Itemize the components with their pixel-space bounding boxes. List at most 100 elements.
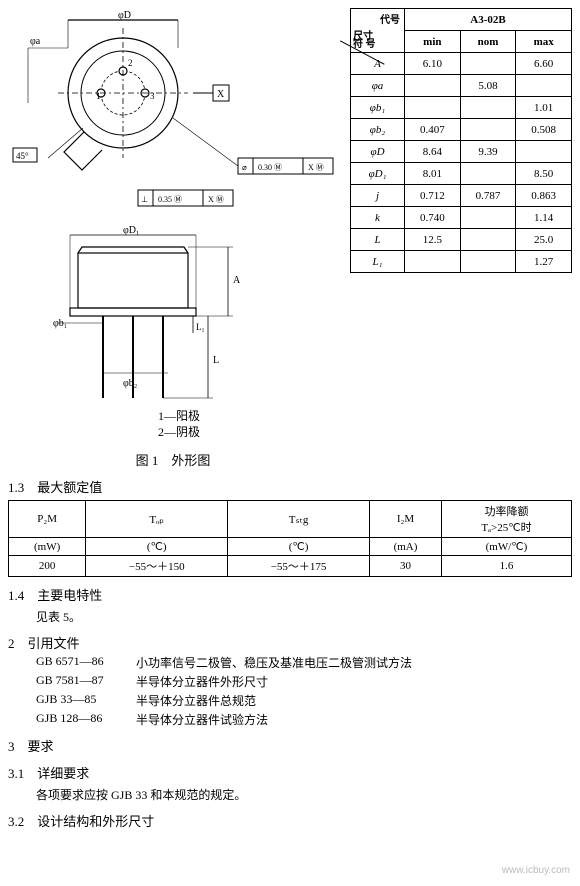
table-cell — [516, 75, 572, 97]
rating-table: P₂MTₒₚTₛₜgI₂M功率降额 Tₐ>25℃时 (mW)(℃)(℃)(mA)… — [8, 500, 572, 577]
label-phiD: φD — [118, 10, 131, 21]
table-row: φa5.08 — [351, 75, 572, 97]
table-cell — [405, 75, 461, 97]
table-cell — [460, 207, 516, 229]
reference-title: 半导体分立器件外形尺寸 — [136, 673, 268, 690]
rating-cell: 30 — [370, 556, 442, 577]
legend-2: 2—阴极 — [158, 425, 200, 439]
section-3-1: 3.1 详细要求 — [8, 763, 572, 782]
table-cell: 9.39 — [460, 141, 516, 163]
table-cell — [405, 97, 461, 119]
reference-title: 半导体分立器件试验方法 — [136, 711, 268, 728]
table-row: L12.5 25.0 — [351, 229, 572, 251]
table-cell: φD — [351, 141, 405, 163]
rating-unit: (mA) — [370, 538, 442, 556]
table-cell: 6.10 — [405, 53, 461, 75]
dim-partno: A3-02B — [405, 9, 572, 31]
table-cell: 8.50 — [516, 163, 572, 185]
rating-header: 功率降额 Tₐ>25℃时 — [441, 501, 571, 538]
label-pin3: 3 — [150, 91, 155, 101]
table-cell: 12.5 — [405, 229, 461, 251]
table-row: j0.7120.7870.863 — [351, 185, 572, 207]
table-cell: j — [351, 185, 405, 207]
table-cell: 0.508 — [516, 119, 572, 141]
table-row: φD₁8.01 8.50 — [351, 163, 572, 185]
table-cell: k — [351, 207, 405, 229]
label-pin2: 2 — [128, 58, 133, 68]
reference-code: GJB 128—86 — [36, 711, 136, 728]
table-cell: 8.01 — [405, 163, 461, 185]
section-3-1-body: 各项要求应按 GJB 33 和本规范的规定。 — [36, 786, 572, 803]
svg-text:0.35 Ⓜ: 0.35 Ⓜ — [158, 195, 182, 204]
dim-col-min: min — [405, 31, 461, 53]
table-cell: φb₂ — [351, 119, 405, 141]
svg-text:X Ⓜ: X Ⓜ — [208, 195, 224, 204]
dimension-table: 代号 尺寸 符 号 A3-02B min nom max A6.106.60φa… — [350, 8, 572, 273]
legend-1: 1—阳极 — [158, 409, 200, 423]
label-A: A — [233, 275, 241, 286]
label-datumX: X — [217, 89, 225, 100]
rating-unit: (mW/℃) — [441, 538, 571, 556]
references-list: GB 6571—86小功率信号二极管、稳压及基准电压二极管测试方法GB 7581… — [36, 654, 572, 728]
table-cell: L — [351, 229, 405, 251]
table-cell: 1.14 — [516, 207, 572, 229]
reference-code: GB 6571—86 — [36, 654, 136, 671]
table-row: φb₁1.01 — [351, 97, 572, 119]
label-pin1: 1 — [96, 91, 101, 101]
section-2: 2 引用文件 — [8, 633, 572, 652]
table-row: L₁ 1.27 — [351, 251, 572, 273]
section-1-4: 1.4 主要电特性 — [8, 585, 572, 604]
table-cell: 8.64 — [405, 141, 461, 163]
reference-title: 半导体分立器件总规范 — [136, 692, 256, 709]
label-tol1: ⌀ — [242, 163, 247, 172]
table-cell: 25.0 — [516, 229, 572, 251]
table-row: k0.740 1.14 — [351, 207, 572, 229]
table-cell — [460, 97, 516, 119]
table-cell: 0.407 — [405, 119, 461, 141]
rating-header: P₂M — [9, 501, 86, 538]
table-row: φD8.649.39 — [351, 141, 572, 163]
table-cell: φD₁ — [351, 163, 405, 185]
dim-col-nom: nom — [460, 31, 516, 53]
diagram-svg: φD φa 1 2 3 45° X ⌀ 0.30 Ⓜ — [8, 8, 338, 448]
label-phib1: φb₁ — [53, 318, 67, 329]
section-3: 3 要求 — [8, 736, 572, 755]
reference-code: GJB 33—85 — [36, 692, 136, 709]
table-cell — [460, 163, 516, 185]
rating-cell: −55～＋150 — [86, 556, 228, 577]
label-phia: φa — [30, 36, 41, 47]
watermark: www.icbuy.com — [502, 865, 570, 876]
dim-col-max: max — [516, 31, 572, 53]
reference-row: GB 7581—87半导体分立器件外形尺寸 — [36, 673, 572, 690]
svg-text:0.30 Ⓜ: 0.30 Ⓜ — [258, 163, 282, 172]
table-cell: 0.787 — [460, 185, 516, 207]
figure-caption: 图 1 外形图 — [8, 450, 338, 469]
section-1-4-body: 见表 5。 — [36, 608, 572, 625]
table-cell — [460, 119, 516, 141]
dim-hdr-top: 代号 — [380, 11, 400, 26]
table-cell: 0.740 — [405, 207, 461, 229]
rating-unit: (℃) — [228, 538, 370, 556]
table-cell — [516, 141, 572, 163]
rating-header: Tₛₜg — [228, 501, 370, 538]
table-cell: φb₁ — [351, 97, 405, 119]
rating-cell: −55～＋175 — [228, 556, 370, 577]
table-cell: L₁ — [351, 251, 405, 273]
label-L1: L₁ — [196, 322, 205, 332]
table-cell — [460, 251, 516, 273]
svg-text:X Ⓜ: X Ⓜ — [308, 163, 324, 172]
table-cell — [405, 251, 461, 273]
dim-hdr-sym: 符 号 — [353, 35, 376, 50]
label-phiD1: φD₁ — [123, 225, 139, 236]
label-45deg: 45° — [16, 151, 29, 161]
table-cell: 1.27 — [516, 251, 572, 273]
rating-unit: (mW) — [9, 538, 86, 556]
label-phib2: φb₂ — [123, 378, 137, 389]
table-row: φb₂0.407 0.508 — [351, 119, 572, 141]
rating-header: Tₒₚ — [86, 501, 228, 538]
table-cell: φa — [351, 75, 405, 97]
outline-drawing: φD φa 1 2 3 45° X ⌀ 0.30 Ⓜ — [8, 8, 338, 448]
svg-text:⊥: ⊥ — [141, 195, 148, 204]
reference-code: GB 7581—87 — [36, 673, 136, 690]
rating-cell: 1.6 — [441, 556, 571, 577]
